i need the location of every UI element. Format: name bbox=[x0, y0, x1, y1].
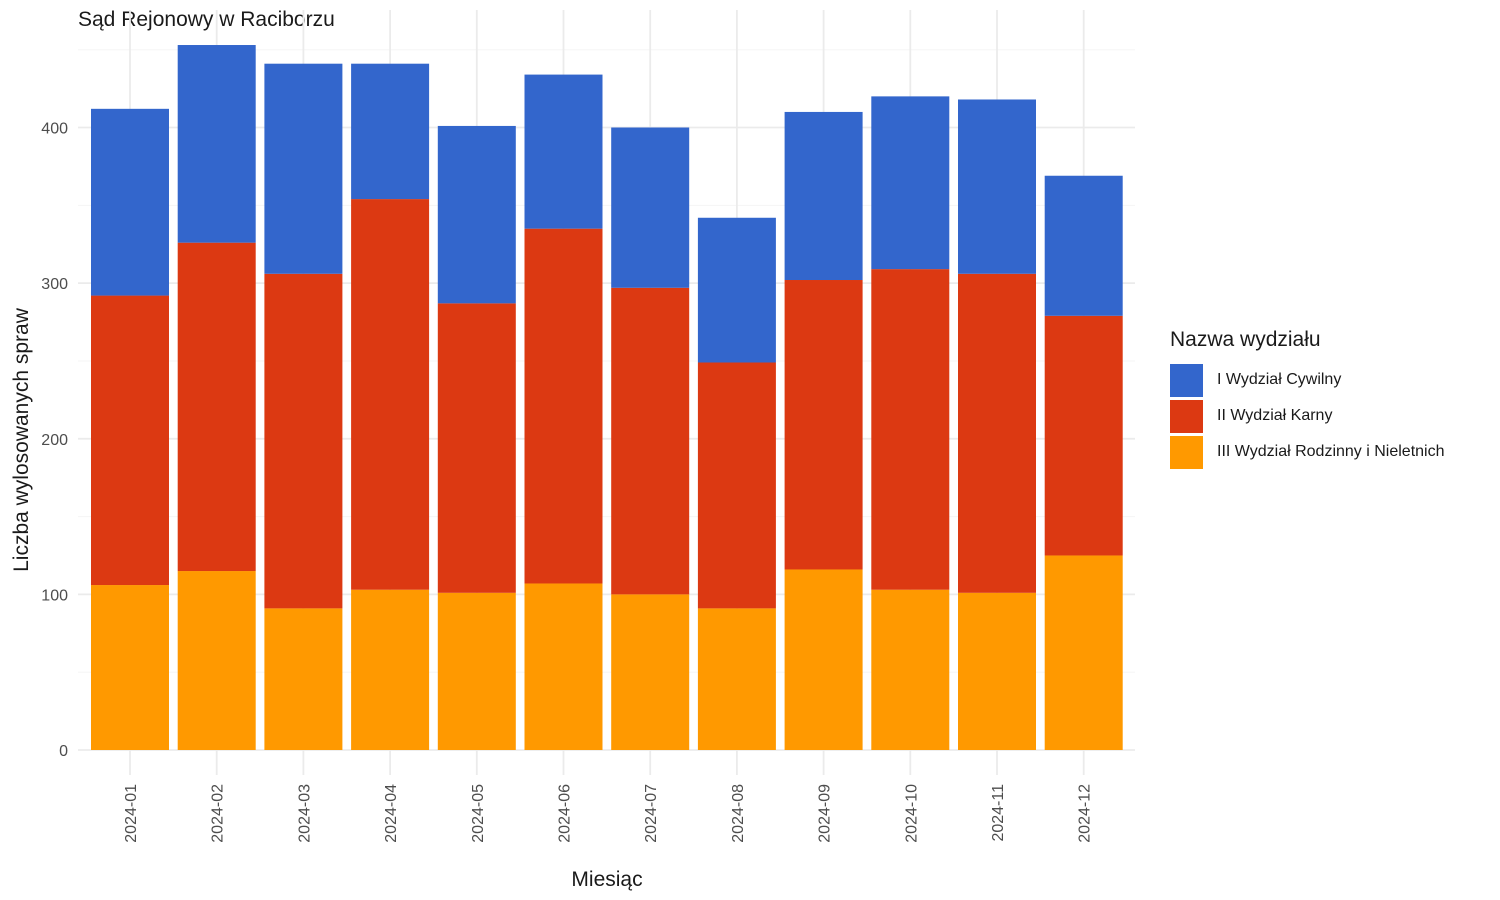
bar-2024-08-series-2 bbox=[697, 217, 776, 363]
bar-2024-07-series-2 bbox=[611, 127, 690, 288]
bar-2024-04-series-2 bbox=[351, 63, 430, 200]
x-tick-label: 2024-06 bbox=[557, 784, 574, 843]
legend-item-karny: II Wydział Karny bbox=[1170, 398, 1445, 434]
bar-2024-01-series-0 bbox=[91, 585, 169, 750]
bar-2024-06-series-0 bbox=[524, 583, 603, 750]
y-tick-label: 200 bbox=[41, 432, 68, 449]
bar-2024-06-series-1 bbox=[524, 228, 603, 584]
x-tick-label: 2024-12 bbox=[1077, 784, 1094, 843]
bar-2024-08-series-1 bbox=[697, 362, 776, 609]
x-tick-label: 2024-07 bbox=[643, 784, 660, 843]
x-tick-label: 2024-08 bbox=[730, 784, 747, 843]
y-tick-label: 100 bbox=[41, 587, 68, 604]
x-tick-label: 2024-05 bbox=[470, 784, 487, 843]
bar-2024-02-series-0 bbox=[177, 571, 256, 750]
bar-2024-04-series-0 bbox=[351, 589, 430, 750]
bar-2024-11-series-2 bbox=[958, 99, 1036, 274]
bar-2024-12-series-1 bbox=[1044, 315, 1123, 556]
bar-2024-07-series-1 bbox=[611, 287, 690, 595]
bar-2024-11-series-1 bbox=[958, 273, 1036, 593]
x-tick-label: 2024-10 bbox=[903, 784, 920, 843]
bar-2024-01-series-1 bbox=[91, 295, 169, 586]
legend-title: Nazwa wydziału bbox=[1170, 328, 1321, 351]
legend: Nazwa wydziału I Wydział Cywilny II Wydz… bbox=[1170, 328, 1445, 470]
bar-2024-09-series-0 bbox=[784, 569, 863, 750]
bar-2024-09-series-2 bbox=[784, 111, 863, 281]
bar-2024-10-series-2 bbox=[871, 96, 950, 270]
y-tick-label: 0 bbox=[59, 743, 68, 760]
legend-item-cywilny: I Wydział Cywilny bbox=[1170, 362, 1445, 398]
bar-2024-03-series-1 bbox=[264, 273, 343, 609]
bar-2024-07-series-0 bbox=[611, 594, 690, 750]
legend-swatch-rodzinny bbox=[1170, 435, 1203, 469]
x-tick-label: 2024-02 bbox=[210, 784, 227, 843]
y-tick-labels: 0 100 200 300 400 bbox=[41, 121, 68, 761]
bar-2024-12-series-0 bbox=[1044, 555, 1123, 750]
x-tick-labels: 2024-01 2024-02 2024-03 2024-04 2024-05 2024-… bbox=[123, 784, 1094, 843]
y-tick-label: 400 bbox=[41, 121, 68, 138]
legend-label-karny: II Wydział Karny bbox=[1217, 407, 1333, 424]
legend-label-rodzinny: III Wydział Rodzinny i Nieletnich bbox=[1217, 443, 1445, 460]
bars bbox=[91, 45, 1123, 750]
x-tick-label: 2024-11 bbox=[990, 784, 1007, 842]
bar-2024-11-series-0 bbox=[958, 592, 1036, 750]
bar-2024-12-series-2 bbox=[1044, 175, 1123, 316]
bar-2024-02-series-2 bbox=[177, 45, 256, 243]
bar-2024-03-series-0 bbox=[264, 608, 343, 750]
bar-2024-09-series-1 bbox=[784, 280, 863, 570]
x-axis-label: Miesiąc bbox=[571, 868, 642, 891]
y-tick-label: 300 bbox=[41, 276, 68, 293]
bar-2024-08-series-0 bbox=[697, 608, 776, 750]
legend-label-cywilny: I Wydział Cywilny bbox=[1217, 371, 1342, 388]
bar-2024-03-series-2 bbox=[264, 63, 343, 274]
bar-2024-05-series-1 bbox=[437, 303, 516, 593]
legend-item-rodzinny: III Wydział Rodzinny i Nieletnich bbox=[1170, 434, 1445, 470]
bar-2024-05-series-2 bbox=[437, 125, 516, 304]
bar-2024-06-series-2 bbox=[524, 74, 603, 229]
legend-swatch-cywilny bbox=[1170, 363, 1203, 397]
chart-title: Sąd Rejonowy w Raciborzu bbox=[78, 8, 335, 31]
bar-2024-10-series-1 bbox=[871, 269, 950, 590]
x-tick-label: 2024-09 bbox=[817, 784, 834, 843]
bar-2024-02-series-1 bbox=[177, 242, 256, 572]
x-tick-label: 2024-03 bbox=[296, 784, 313, 843]
bar-2024-04-series-1 bbox=[351, 199, 430, 590]
bar-2024-10-series-0 bbox=[871, 589, 950, 750]
bar-2024-05-series-0 bbox=[437, 592, 516, 750]
bar-2024-01-series-2 bbox=[91, 108, 169, 296]
x-tick-label: 2024-04 bbox=[383, 784, 400, 843]
y-axis-label: Liczba wylosowanych spraw bbox=[10, 307, 33, 572]
legend-swatch-karny bbox=[1170, 399, 1203, 433]
x-tick-label: 2024-01 bbox=[123, 784, 140, 843]
